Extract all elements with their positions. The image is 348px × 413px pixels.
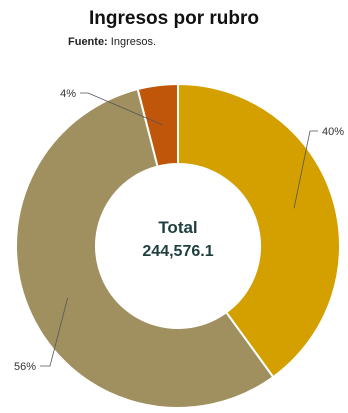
slice-label: 4% (60, 88, 76, 100)
slice-labels: 40% 56% 4% (14, 88, 344, 373)
chart-source: Fuente: Ingresos. (68, 36, 156, 48)
source-text: Ingresos. (110, 36, 157, 48)
slice-leader-lines (40, 92, 318, 367)
donut-slice (15, 87, 275, 409)
slice-leader-line (80, 92, 163, 126)
chart-title: Ingresos por rubro (89, 8, 259, 29)
slice-label: 40% (322, 126, 344, 138)
slice-leader-line (40, 297, 68, 367)
donut-slices (15, 82, 341, 409)
slice-label: 56% (14, 361, 36, 373)
donut-slice (177, 82, 341, 379)
source-label: Fuente: (68, 36, 108, 48)
center-title: Total (158, 218, 197, 237)
center-value: 244,576.1 (142, 243, 213, 260)
donut-slice (136, 82, 179, 168)
slice-leader-line (293, 130, 318, 209)
